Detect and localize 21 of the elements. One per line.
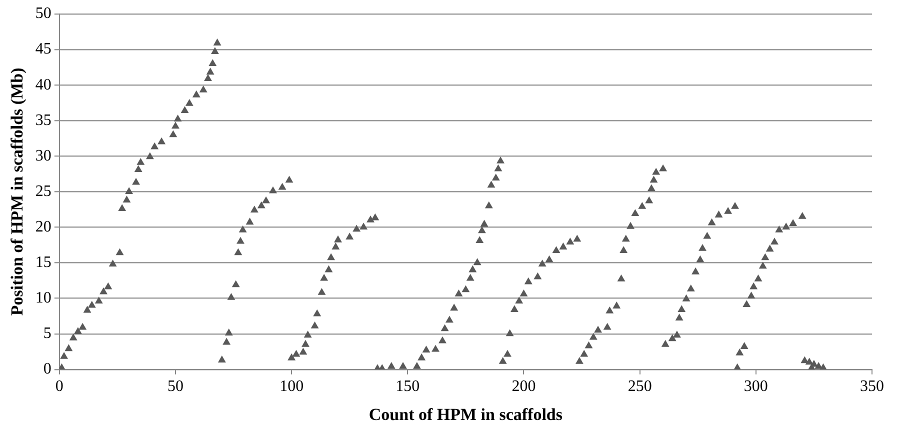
y-tick-label: 40: [35, 76, 52, 94]
x-axis-title: Count of HPM in scaffolds: [368, 405, 563, 424]
y-tick-label: 45: [35, 40, 52, 58]
x-tick-label: 150: [396, 378, 420, 396]
x-tick-label: 250: [628, 378, 652, 396]
x-tick-label: 50: [167, 378, 184, 396]
y-tick-label: 25: [35, 182, 52, 200]
x-tick-label: 300: [744, 378, 768, 396]
x-tick-label: 100: [280, 378, 304, 396]
y-axis-title: Position of HPM in scaffolds (Mb): [8, 68, 27, 316]
y-tick-label: 5: [43, 325, 52, 342]
y-tick-label: 15: [35, 254, 52, 271]
y-tick-label: 35: [35, 112, 52, 129]
x-tick-label: 200: [512, 378, 536, 396]
y-tick-label: 30: [35, 147, 52, 164]
x-tick-label: 350: [860, 378, 884, 396]
y-tick-label: 20: [35, 218, 52, 236]
x-tick-label: 0: [55, 378, 64, 396]
y-tick-label: 50: [35, 5, 52, 22]
y-tick-label: 0: [43, 360, 52, 378]
y-tick-label: 10: [35, 290, 52, 307]
